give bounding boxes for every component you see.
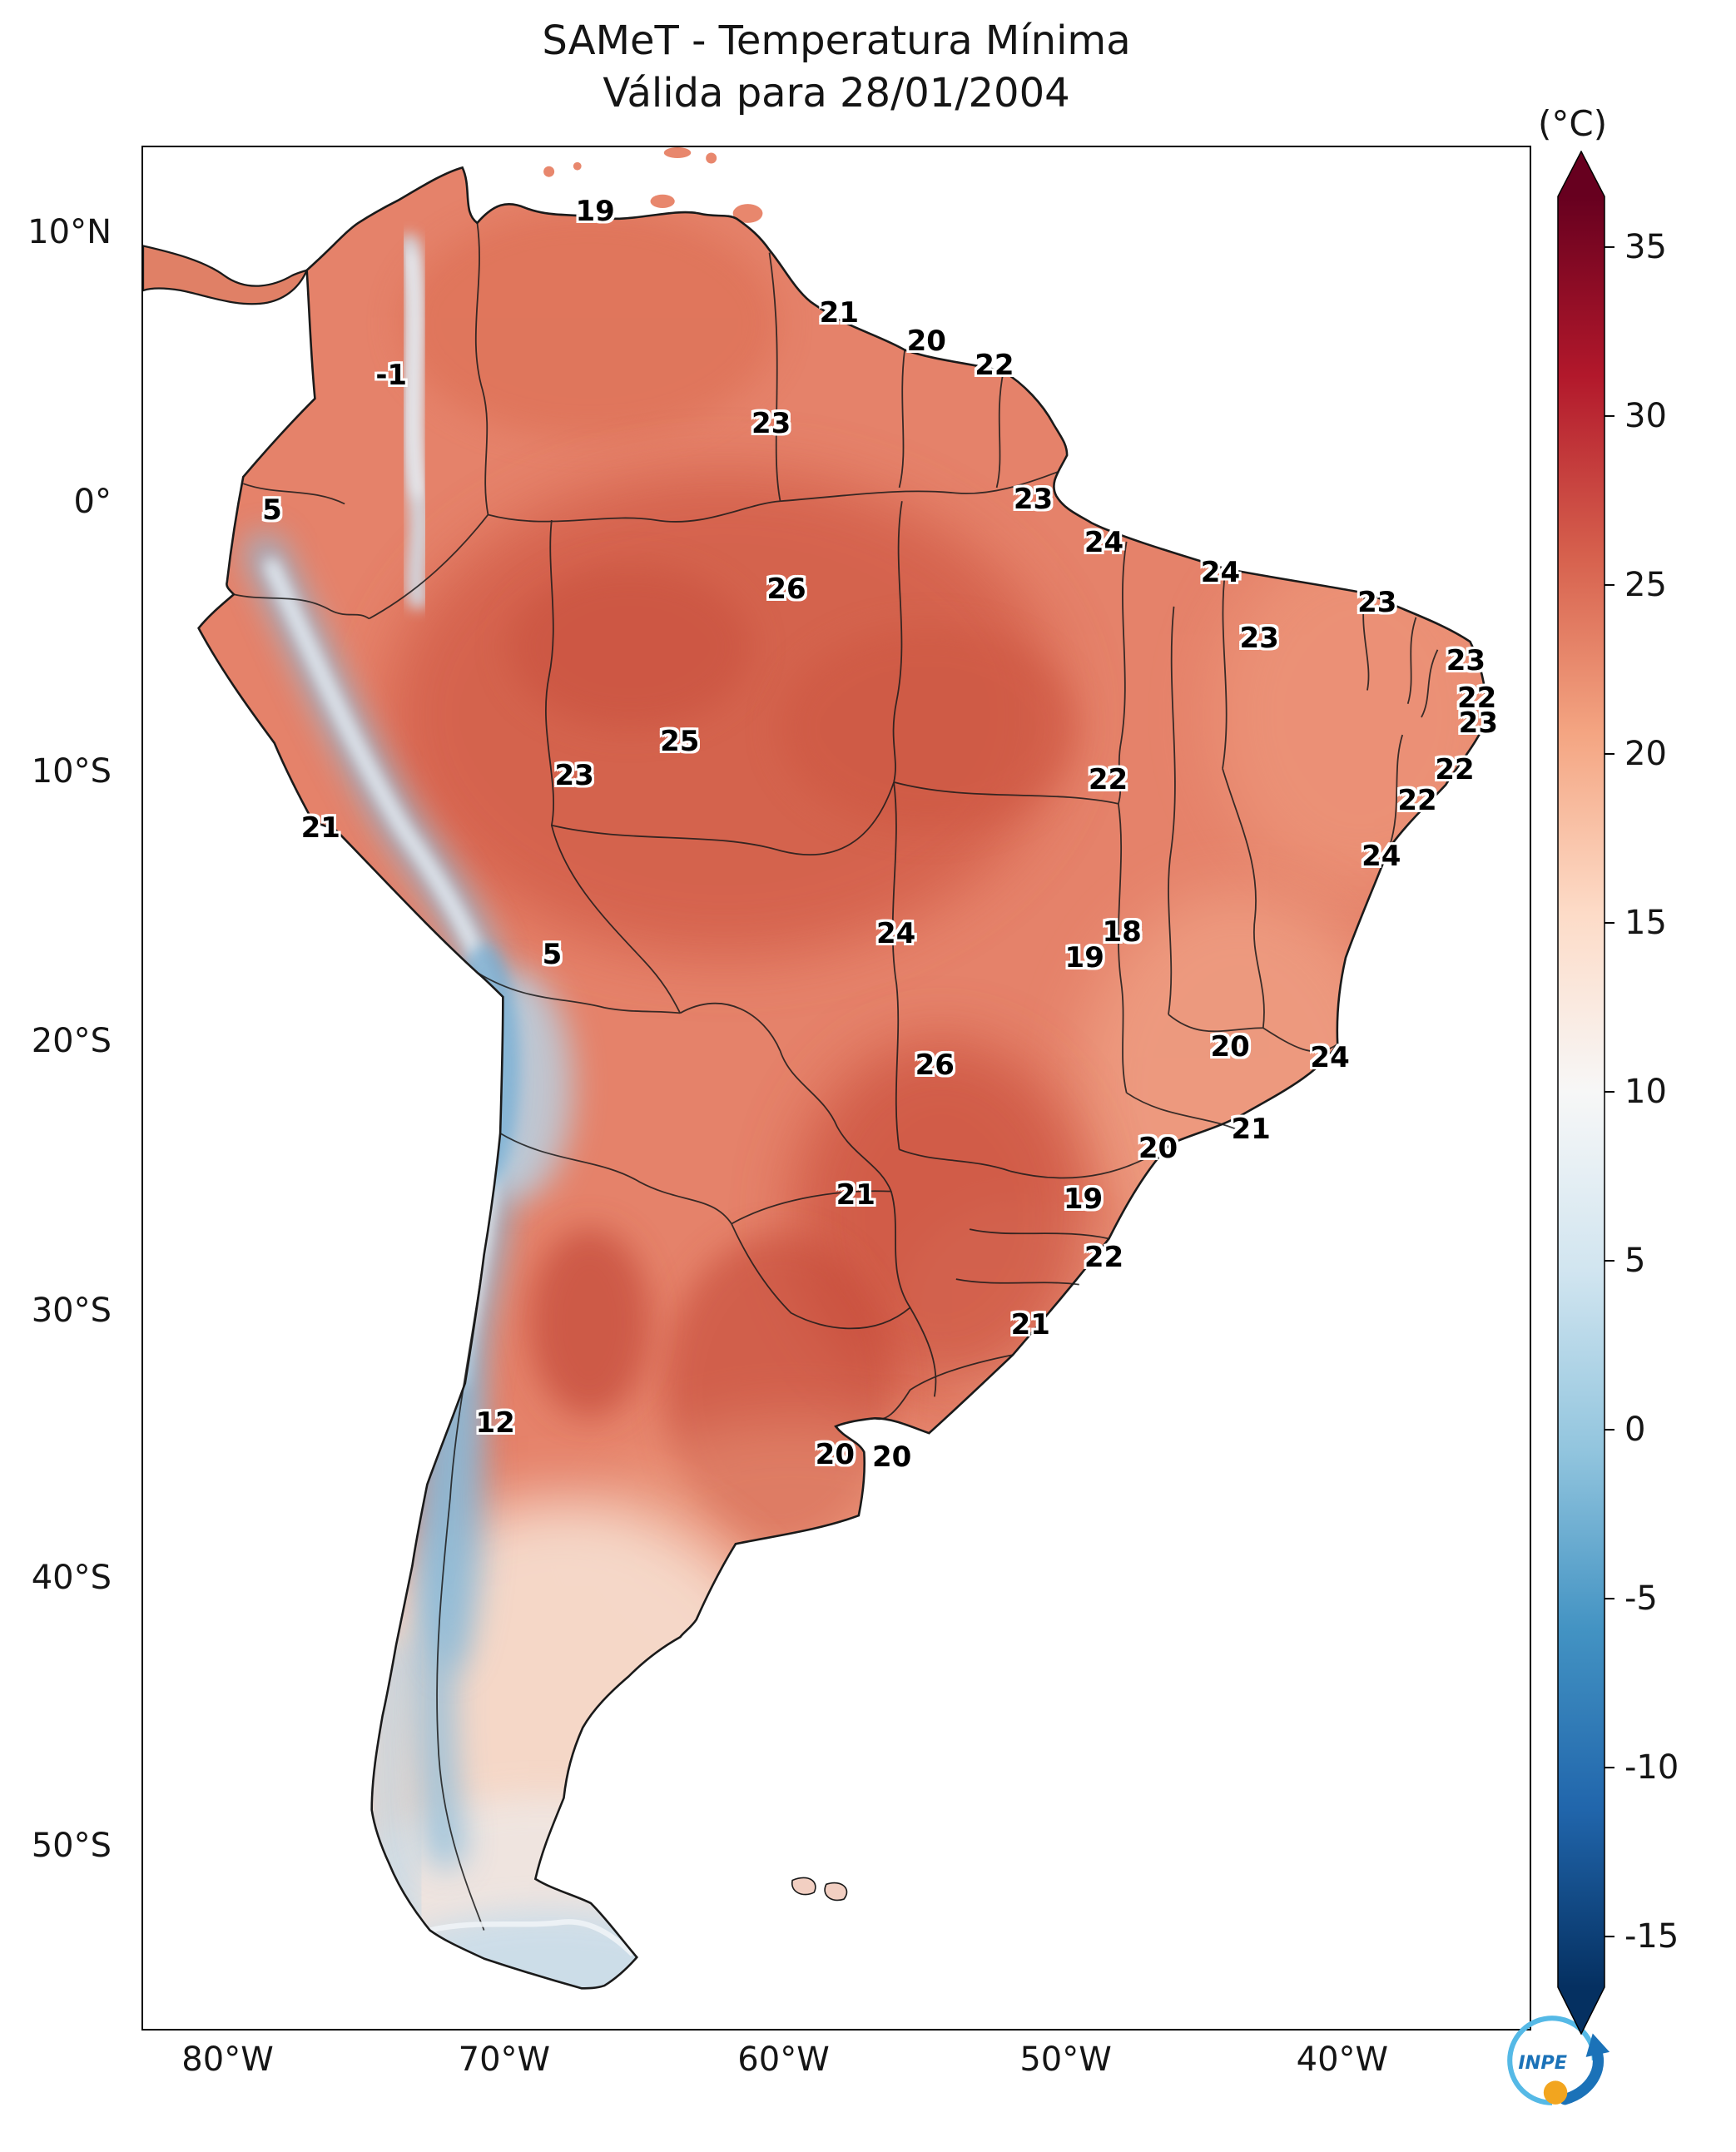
- y-axis-tick-label: 40°S: [31, 1559, 112, 1598]
- colorbar-tick-label: 35: [1624, 227, 1667, 266]
- y-axis-tick-label: 50°S: [31, 1827, 112, 1866]
- y-axis-tick-label: 30°S: [31, 1291, 112, 1330]
- colorbar-tick-label: 0: [1624, 1411, 1646, 1450]
- colorbar: [1557, 151, 1614, 2035]
- colorbar-tick-label: 25: [1624, 565, 1667, 604]
- y-axis-tick-label: 10°S: [31, 751, 112, 791]
- y-axis-tick-label: 10°N: [27, 213, 112, 252]
- colorbar-tick-label: 10: [1624, 1073, 1667, 1111]
- map-plot-area: 19 21 20 22 -1 23 23 5 24 24 23 23 26 23 22 23 25 23 22 22 2…: [141, 146, 1610, 2105]
- title-line-1: SAMeT - Temperatura Mínima: [542, 17, 1131, 64]
- south-america-temperature-map: [143, 147, 1489, 1990]
- political-borders: [233, 222, 1439, 1931]
- longitude-axis: 80°W 70°W 60°W 50°W 40°W: [141, 2040, 1531, 2090]
- x-axis-tick-label: 80°W: [181, 2040, 274, 2079]
- y-axis-tick-label: 0°: [73, 483, 112, 522]
- logo-swirl: [1507, 2016, 1597, 2105]
- central-america-coastline: [143, 245, 309, 305]
- logo-arrow-head: [1585, 2033, 1610, 2057]
- colorbar-tick-label: 30: [1624, 396, 1667, 435]
- colorbar-tick-label: -5: [1624, 1579, 1658, 1619]
- colorbar-tick-label: -10: [1624, 1748, 1679, 1788]
- logo-arrow: [1559, 2050, 1605, 2105]
- x-axis-tick-label: 40°W: [1296, 2040, 1389, 2079]
- x-axis-tick-label: 50°W: [1019, 2040, 1112, 2079]
- colorbar-tick-labels: 35 30 25 20 15 10 5 0 -5 -10 -15: [1624, 0, 1736, 2152]
- colorbar-tick-label: 20: [1624, 734, 1667, 773]
- coastline: [197, 166, 1489, 1990]
- inpe-logo: INPE: [1507, 2016, 1610, 2105]
- colorbar-tick-label: -15: [1624, 1917, 1679, 1956]
- title-line-2: Válida para 28/01/2004: [603, 70, 1070, 117]
- figure-title: SAMeT - Temperatura Mínima Válida para 2…: [141, 15, 1531, 121]
- central-america-strip: [143, 245, 307, 305]
- inpe-logo-text: INPE: [1518, 2052, 1567, 2074]
- colorbar-gradient-bar: [1557, 151, 1605, 2035]
- colorbar-tick-label: 5: [1624, 1242, 1646, 1281]
- x-axis-tick-label: 70°W: [458, 2040, 551, 2079]
- colorbar-tick-label: 15: [1624, 903, 1667, 942]
- falkland-islands: [791, 1877, 848, 1902]
- colorbar-unit-label: (°C): [1538, 103, 1608, 144]
- strait-of-magellan: [429, 1919, 635, 1957]
- y-axis-tick-label: 20°S: [31, 1021, 112, 1060]
- x-axis-tick-label: 60°W: [737, 2040, 830, 2079]
- logo-orange-dot: [1543, 2080, 1568, 2105]
- island-shapes: [543, 147, 763, 223]
- latitude-axis: 10°N 0° 10°S 20°S 30°S 40°S 50°S: [0, 146, 125, 2031]
